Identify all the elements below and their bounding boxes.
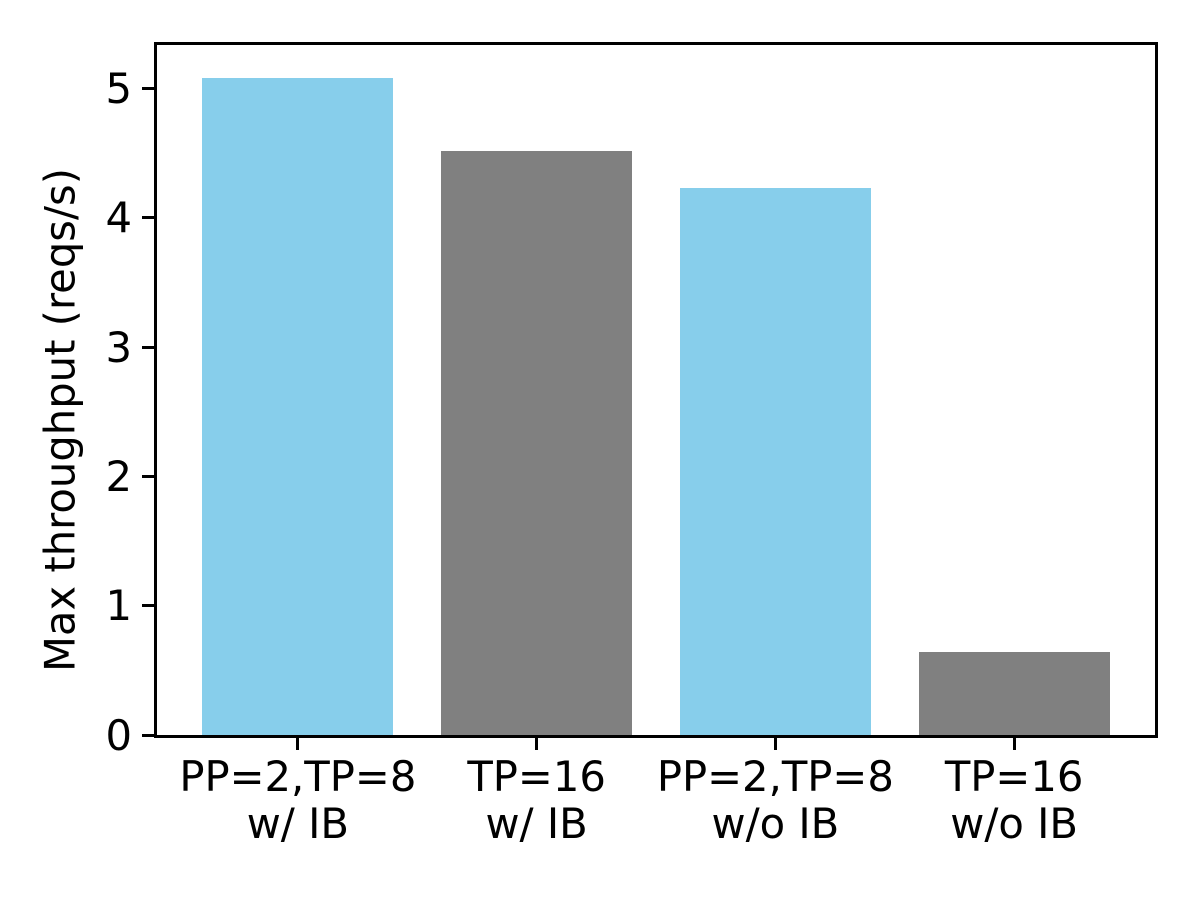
x-tick-label: TP=16 w/ IB bbox=[337, 753, 737, 847]
x-tick-label-line: w/o IB bbox=[950, 799, 1079, 848]
x-tick-label-line: TP=16 bbox=[467, 752, 606, 801]
y-tick-label: 3 bbox=[105, 322, 132, 372]
x-tick bbox=[535, 736, 539, 750]
y-tick bbox=[142, 216, 157, 220]
bar-tp-16-w-o-ib bbox=[918, 652, 1110, 735]
y-tick bbox=[142, 604, 157, 608]
x-tick bbox=[1012, 736, 1016, 750]
bars-layer bbox=[157, 45, 1155, 735]
y-tick bbox=[142, 474, 157, 478]
x-tick-label-line: TP=16 bbox=[944, 752, 1084, 801]
x-tick-label-line: w/ IB bbox=[246, 799, 349, 848]
x-tick-label: PP=2,TP=8 w/ IB bbox=[98, 753, 498, 847]
y-tick-label: 1 bbox=[105, 581, 132, 631]
x-tick-label: TP=16 w/o IB bbox=[814, 753, 1200, 847]
y-tick bbox=[142, 733, 157, 737]
x-tick bbox=[773, 736, 777, 750]
y-tick bbox=[142, 345, 157, 349]
x-tick-label-line: w/ IB bbox=[485, 799, 588, 848]
y-tick-label: 5 bbox=[105, 63, 132, 113]
y-tick bbox=[142, 86, 157, 90]
bar-pp-2-tp-8-w-ib bbox=[202, 78, 394, 735]
y-tick-label: 4 bbox=[105, 193, 132, 243]
bar-pp-2-tp-8-w-o-ib bbox=[679, 188, 871, 735]
bar-tp-16-w-ib bbox=[441, 150, 633, 735]
y-tick-label: 0 bbox=[105, 710, 132, 760]
x-tick-label-line: PP=2,TP=8 bbox=[179, 752, 417, 801]
x-tick-label: PP=2,TP=8 w/o IB bbox=[575, 753, 975, 847]
x-tick bbox=[296, 736, 300, 750]
y-tick-label: 2 bbox=[105, 451, 132, 501]
x-tick-label-line: w/o IB bbox=[711, 799, 840, 848]
x-tick-label-line: PP=2,TP=8 bbox=[656, 752, 894, 801]
